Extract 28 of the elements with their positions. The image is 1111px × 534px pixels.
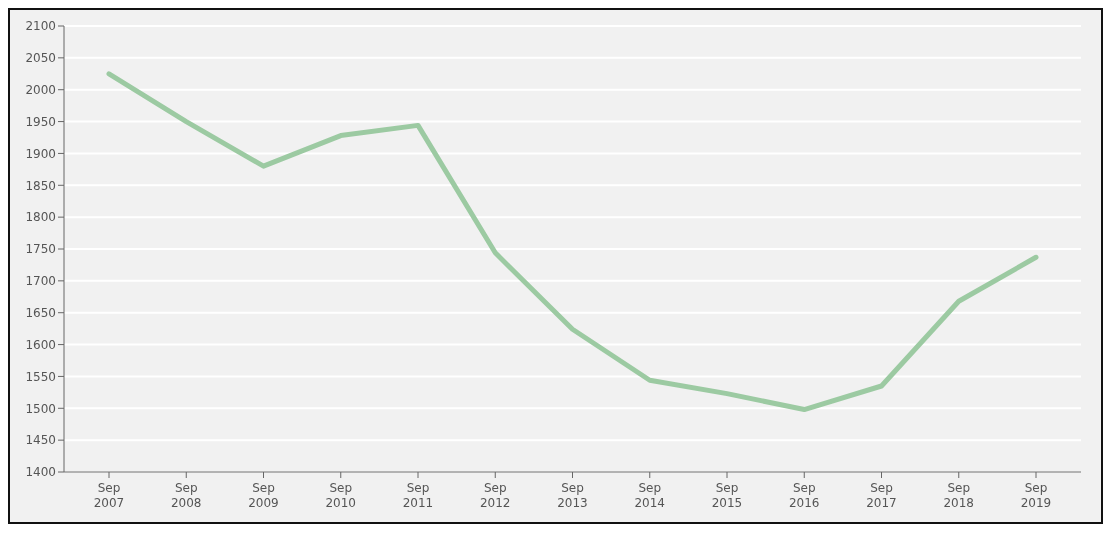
x-tick-label: Sep 2009: [248, 481, 279, 510]
y-tick-label: 1400: [25, 465, 56, 480]
y-tick-label: 1950: [25, 114, 56, 129]
y-tick-label: 1750: [25, 242, 56, 257]
y-tick-label: 1500: [25, 401, 56, 416]
x-tick-label: Sep 2018: [943, 481, 975, 510]
x-tick-label: Sep 2014: [634, 481, 666, 510]
y-tick-label: 1650: [25, 305, 56, 320]
x-tick-label: Sep 2015: [711, 481, 743, 510]
y-tick-label: 1550: [25, 369, 56, 384]
x-tick-label: Sep 2017: [866, 481, 897, 510]
x-tick-label: Sep 2008: [170, 481, 202, 510]
x-tick-label: Sep 2007: [93, 481, 125, 510]
y-tick-label: 1800: [25, 210, 56, 225]
x-tick-label: Sep 2010: [325, 481, 357, 510]
x-tick-label: Sep 2016: [788, 481, 820, 510]
y-tick-label: 1900: [25, 146, 56, 161]
y-tick-label: 1850: [25, 178, 56, 193]
y-tick-label: 1700: [25, 274, 56, 289]
x-tick-label: Sep 2013: [557, 481, 588, 510]
x-tick-label: Sep 2011: [402, 481, 434, 510]
y-tick-label: 1600: [25, 337, 56, 352]
x-tick-label: Sep 2012: [479, 481, 511, 510]
y-tick-label: 2000: [25, 82, 56, 97]
x-tick-label: Sep 2019: [1020, 481, 1052, 510]
y-tick-label: 2050: [25, 51, 56, 66]
y-tick-label: 1450: [25, 433, 56, 448]
y-tick-label: 2100: [25, 19, 56, 34]
